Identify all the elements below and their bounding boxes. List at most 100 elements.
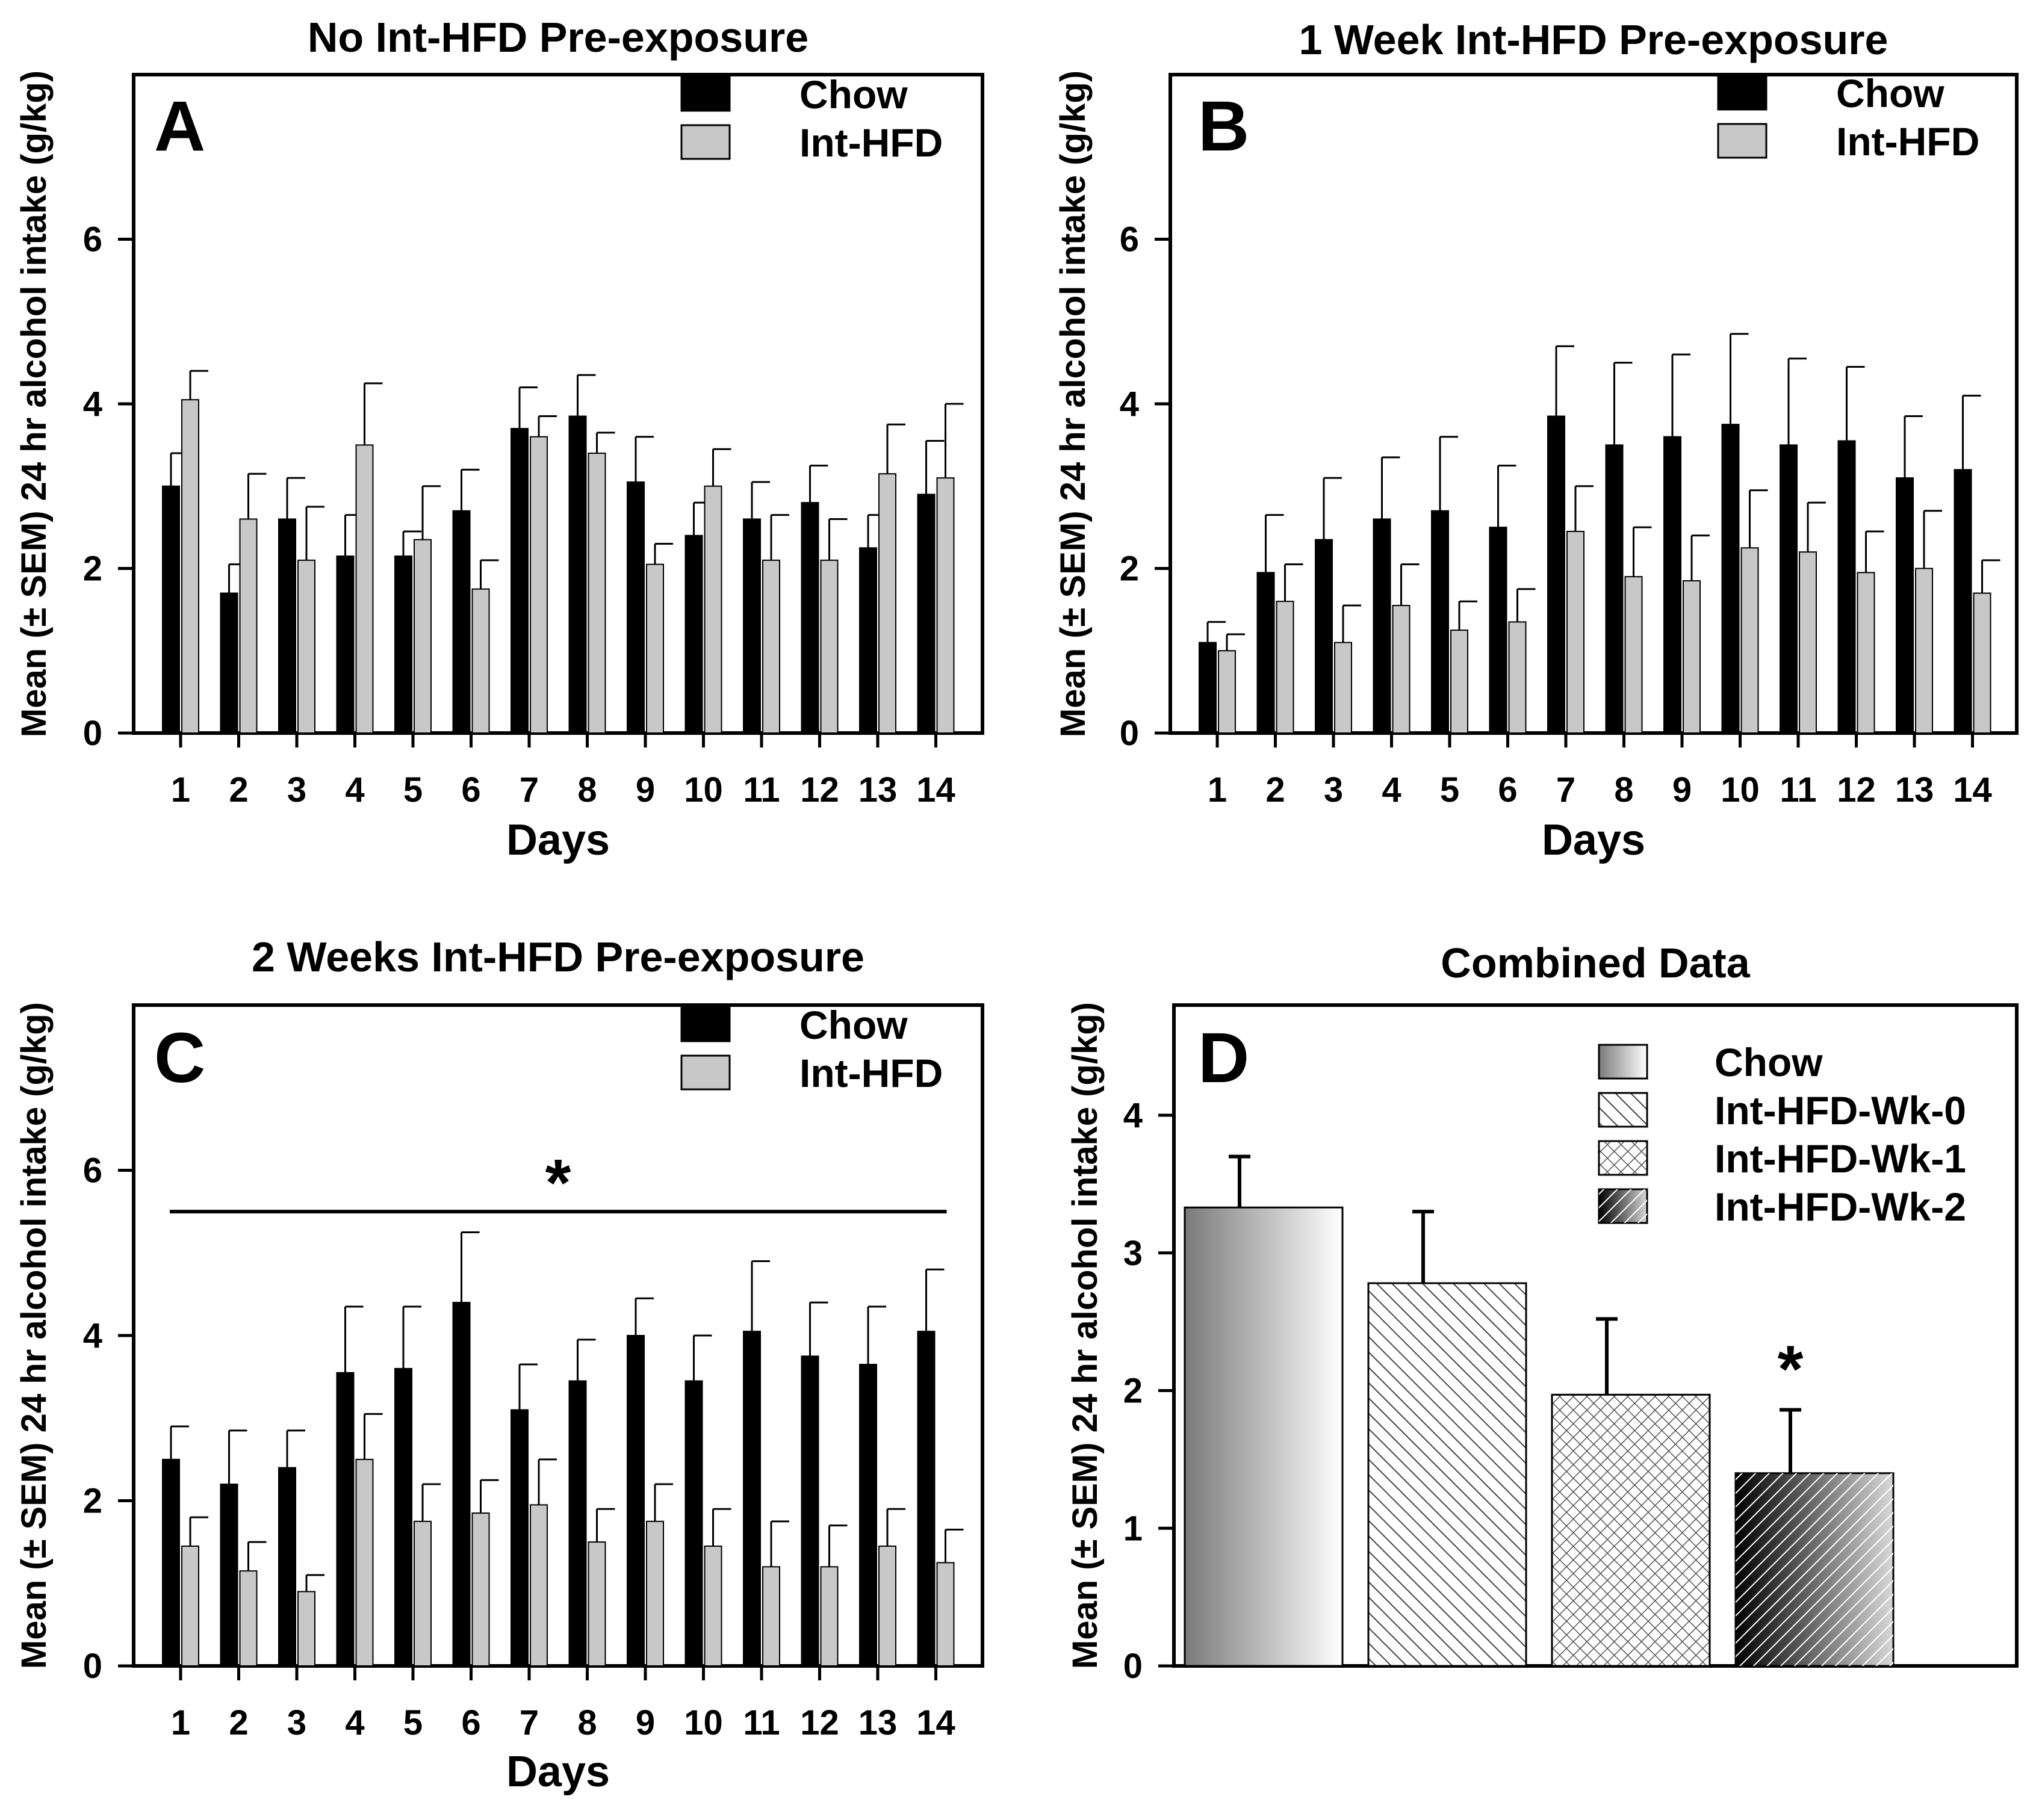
chow-bar-day-4 bbox=[336, 555, 355, 734]
int-hfd-bar-day-4 bbox=[355, 1458, 374, 1667]
chow-bar-day-8 bbox=[1605, 444, 1624, 734]
chow-bar-day-5 bbox=[394, 1367, 412, 1667]
int-hfd-bar-day-3 bbox=[297, 559, 315, 734]
chow-bar-day-3 bbox=[1315, 539, 1333, 734]
chow-bar-day-5 bbox=[394, 555, 412, 734]
int-hfd-bar-day-10 bbox=[704, 485, 722, 734]
x-tick-label: 12 bbox=[800, 770, 839, 809]
chow-bar-day-1 bbox=[162, 1458, 180, 1667]
y-tick-label: 4 bbox=[83, 385, 102, 424]
x-tick-label: 11 bbox=[743, 770, 780, 809]
x-tick-label: 9 bbox=[636, 1703, 655, 1742]
int-hfd-bar-day-1 bbox=[1218, 650, 1236, 734]
chow-bar-day-12 bbox=[801, 502, 819, 734]
int-hfd-bar-day-11 bbox=[762, 1566, 780, 1667]
legend-swatch bbox=[1717, 123, 1768, 159]
panel-title: No Int-HFD Pre-exposure bbox=[308, 14, 809, 61]
int-hfd-bar-day-4 bbox=[1392, 605, 1411, 734]
plot-frame bbox=[132, 73, 984, 735]
legend-swatch bbox=[680, 1006, 731, 1042]
chow-bar-day-13 bbox=[1896, 477, 1914, 734]
y-tick-label: 0 bbox=[83, 714, 102, 753]
x-tick-label: 4 bbox=[345, 770, 364, 809]
int-hfd-bar-day-11 bbox=[1799, 551, 1817, 734]
x-tick-label: 9 bbox=[636, 770, 655, 809]
chow-bar-day-11 bbox=[1780, 444, 1798, 734]
chow-bar-day-6 bbox=[452, 510, 471, 734]
x-tick-label: 6 bbox=[461, 770, 480, 809]
int-hfd-bar-day-7 bbox=[530, 436, 548, 734]
chow-bar-day-11 bbox=[743, 1331, 761, 1667]
x-tick-label: 3 bbox=[287, 770, 306, 809]
significance-star: * bbox=[1778, 1332, 1804, 1407]
int-hfd-bar-day-4 bbox=[355, 444, 374, 734]
chow-bar-day-1 bbox=[162, 485, 180, 734]
int-hfd-bar-day-7 bbox=[530, 1504, 548, 1667]
legend-label: Int-HFD bbox=[799, 1051, 943, 1095]
legend-label: Int-HFD-Wk-2 bbox=[1715, 1184, 1966, 1229]
x-tick-label: 3 bbox=[287, 1703, 306, 1742]
y-tick-label: 1 bbox=[1123, 1509, 1143, 1548]
x-tick-label: 12 bbox=[800, 1703, 839, 1742]
x-tick-label: 7 bbox=[1556, 770, 1575, 809]
x-tick-label: 11 bbox=[1780, 770, 1816, 809]
y-axis-label: Mean (± SEM) 24 hr alcohol intake (g/kg) bbox=[14, 1002, 54, 1669]
int-hfd-bar-day-6 bbox=[1508, 621, 1527, 734]
x-tick-label: 1 bbox=[171, 770, 190, 809]
panel-letter: A bbox=[154, 87, 205, 166]
x-tick-label: 7 bbox=[520, 770, 539, 809]
chow-bar-day-2 bbox=[220, 592, 238, 734]
legend-label: Chow bbox=[799, 72, 908, 117]
y-tick-label: 0 bbox=[1123, 1647, 1143, 1686]
int-hfd-bar-day-9 bbox=[1683, 580, 1701, 734]
int-hfd-bar-day-12 bbox=[820, 1566, 839, 1667]
x-tick-label: 10 bbox=[1721, 770, 1760, 809]
int-hfd-bar-day-2 bbox=[1276, 601, 1294, 734]
int-hfd-bar-day-11 bbox=[762, 559, 780, 734]
int-hfd-bar-day-8 bbox=[588, 1541, 606, 1667]
chow-bar-day-2 bbox=[1256, 572, 1275, 734]
int-hfd-bar-day-9 bbox=[646, 563, 664, 734]
int-hfd-bar-day-2 bbox=[239, 1570, 258, 1667]
x-tick-label: 9 bbox=[1672, 770, 1692, 809]
int-hfd-bar-day-13 bbox=[878, 473, 896, 734]
y-tick-label: 4 bbox=[83, 1316, 102, 1355]
legend-label: Int-HFD-Wk-1 bbox=[1715, 1136, 1966, 1181]
chow-bar-day-3 bbox=[278, 1467, 296, 1667]
x-axis-label: Days bbox=[1542, 816, 1645, 864]
legend-swatch bbox=[1598, 1044, 1648, 1080]
x-tick-label: 1 bbox=[171, 1703, 190, 1742]
legend-label: Chow bbox=[1836, 71, 1944, 116]
x-tick-label: 13 bbox=[1895, 770, 1934, 809]
int-hfd-bar-day-5 bbox=[414, 539, 432, 734]
x-tick-label: 6 bbox=[1498, 770, 1517, 809]
legend-swatch bbox=[1717, 75, 1768, 111]
int-hfd-bar-day-6 bbox=[471, 588, 490, 734]
chow-bar-day-3 bbox=[278, 518, 296, 734]
int-hfd-bar-day-14 bbox=[936, 1562, 955, 1667]
chow-bar-day-8 bbox=[568, 1380, 587, 1667]
bar-int-hfd-wk-0 bbox=[1367, 1282, 1527, 1667]
significance-star: * bbox=[545, 1146, 571, 1220]
x-tick-label: 6 bbox=[461, 1703, 480, 1742]
panel-title: 2 Weeks Int-HFD Pre-exposure bbox=[252, 933, 864, 980]
y-tick-label: 4 bbox=[1123, 1096, 1143, 1135]
x-tick-label: 1 bbox=[1208, 770, 1227, 809]
chow-bar-day-9 bbox=[627, 1335, 645, 1667]
chow-bar-day-5 bbox=[1431, 510, 1449, 734]
y-tick-label: 2 bbox=[1123, 1372, 1143, 1411]
panel-c: 2 Weeks Int-HFD Pre-exposure C 0 2 4 6 Mean (±… bbox=[14, 933, 984, 1796]
chow-bar-day-14 bbox=[917, 1331, 936, 1667]
chow-bar-day-12 bbox=[1837, 440, 1856, 734]
int-hfd-bar-day-3 bbox=[297, 1591, 315, 1667]
panel-b: 1 Week Int-HFD Pre-exposure B 0 2 4 6 Mean (± … bbox=[1054, 16, 2019, 864]
x-tick-label: 5 bbox=[403, 770, 423, 809]
chow-bar-day-14 bbox=[917, 494, 936, 734]
legend-hatch-overlay bbox=[1599, 1189, 1647, 1223]
chow-bar-day-7 bbox=[511, 428, 529, 734]
bar-hatch-overlay bbox=[1736, 1473, 1893, 1666]
x-tick-label: 13 bbox=[858, 770, 898, 809]
x-tick-label: 14 bbox=[916, 770, 955, 809]
panel-title: Combined Data bbox=[1441, 939, 1750, 986]
